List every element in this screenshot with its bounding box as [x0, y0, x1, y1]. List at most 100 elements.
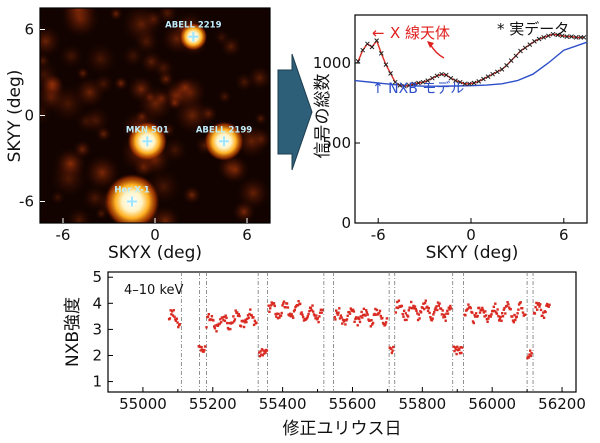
- lightcurve-point: [434, 306, 437, 310]
- lightcurve-point: [391, 349, 394, 352]
- lightcurve-point: [174, 318, 177, 321]
- lightcurve-point: [209, 318, 213, 321]
- sky-map-noise-blob: [182, 185, 202, 205]
- lightcurve-point: [490, 313, 493, 316]
- sky-map-noise-blob: [113, 76, 128, 91]
- real-data-point: [457, 79, 463, 85]
- lightcurve-point: [371, 323, 374, 326]
- lightcurve-point: [484, 310, 487, 313]
- sky-map-noise-blob: [84, 42, 118, 76]
- lightcurve-point: [481, 308, 485, 312]
- lightcurve-point: [494, 311, 498, 314]
- lightcurve-point: [245, 320, 248, 324]
- lightcurve-point: [236, 314, 240, 317]
- sky-map-noise-blob: [152, 57, 175, 79]
- lightcurve-point: [348, 312, 352, 315]
- lightcurve-point: [447, 306, 450, 309]
- lightcurve-point: [275, 312, 279, 315]
- lightcurve-point: [169, 309, 172, 312]
- real-data-point: [527, 42, 533, 47]
- lightcurve-point: [437, 304, 440, 307]
- lightcurve-point: [449, 307, 453, 310]
- lightcurve-point: [250, 314, 253, 317]
- lightcurve-point: [342, 320, 346, 323]
- lightcurve-point: [489, 315, 492, 318]
- lightcurve-point: [199, 349, 203, 352]
- lightcurve-point: [296, 304, 300, 307]
- lightcurve-point: [289, 315, 293, 318]
- lightcurve-point: [545, 304, 548, 307]
- lightcurve-point: [299, 302, 302, 305]
- lightcurve-point: [173, 315, 176, 318]
- lightcurve-point: [412, 304, 415, 308]
- real-data-point: [453, 78, 458, 83]
- lightcurve-xtick-label: 55000: [119, 395, 167, 413]
- lightcurve-point: [289, 312, 292, 315]
- lightcurve-point: [448, 308, 451, 311]
- lightcurve-point: [337, 311, 340, 314]
- sky-map-noise-blob: [59, 43, 84, 69]
- lightcurve-point: [258, 351, 261, 354]
- lightcurve-point: [307, 312, 310, 316]
- lightcurve-point: [248, 312, 251, 316]
- lightcurve-point: [293, 308, 296, 312]
- nxb-model-annotation: ↑ NXB モデル: [372, 80, 464, 97]
- lightcurve-point: [517, 303, 521, 306]
- real-data-point: [504, 63, 509, 68]
- real-data-point: [388, 71, 393, 76]
- lightcurve-point: [292, 316, 295, 319]
- lightcurve-point: [401, 312, 404, 316]
- lightcurve-point: [349, 307, 352, 310]
- lightcurve-point: [433, 308, 437, 311]
- lightcurve-point: [269, 304, 273, 307]
- sky-map-noise-blob: [234, 72, 254, 92]
- sky-map-noise-blob: [56, 149, 85, 178]
- lightcurve-xtick-label: 56000: [468, 395, 516, 413]
- lightcurve-point: [252, 316, 255, 319]
- lightcurve-point: [223, 319, 227, 323]
- lightcurve-xtick-label: 55600: [329, 395, 377, 413]
- lightcurve-point: [309, 307, 313, 310]
- lightcurve-ylabel: NXB強度: [63, 297, 83, 367]
- lightcurve-point: [212, 319, 215, 322]
- sky-map-noise-blob: [40, 100, 53, 126]
- lightcurve-point: [221, 316, 224, 319]
- sky-map-noise-blob: [50, 190, 65, 205]
- lightcurve-point: [483, 315, 486, 318]
- lightcurve-point: [247, 316, 250, 320]
- lightcurve-point: [263, 349, 266, 353]
- sky-source-label: MKN 501: [126, 125, 169, 135]
- lightcurve-point: [262, 352, 266, 355]
- lightcurve-point: [284, 306, 287, 309]
- real-data-annotation: * 実データ: [497, 20, 569, 38]
- lightcurve-point: [534, 306, 537, 309]
- sky-map-ytick-label: 0: [24, 107, 34, 125]
- profile-frame: [354, 14, 588, 224]
- lightcurve-point: [524, 313, 527, 316]
- lightcurve-point: [268, 310, 271, 313]
- lightcurve-point: [368, 319, 372, 322]
- lightcurve-point: [539, 303, 542, 306]
- lightcurve-point: [234, 309, 237, 312]
- xray-arrow-glyph: ←: [372, 24, 385, 42]
- lightcurve-point: [486, 320, 489, 323]
- lightcurve-point: [259, 350, 262, 353]
- lightcurve-point: [428, 311, 431, 315]
- lightcurve-point: [260, 353, 263, 356]
- lightcurve-point: [405, 318, 408, 322]
- lightcurve-point: [521, 311, 525, 314]
- lightcurve-point: [300, 311, 303, 314]
- nxb-lightcurve-panel: 55000 55200 55400 55600 55800 56000 5620012345…: [63, 268, 586, 439]
- lightcurve-point: [311, 304, 314, 307]
- lightcurve-point: [288, 314, 291, 317]
- real-data-point: [559, 33, 565, 39]
- lightcurve-point: [216, 324, 220, 327]
- sky-map-noise-blob: [40, 25, 62, 58]
- profile-ytick-label: 1000: [313, 54, 351, 72]
- lightcurve-point: [171, 310, 174, 313]
- lightcurve-point: [239, 325, 243, 328]
- real-data-point: [532, 39, 537, 44]
- lightcurve-point: [265, 349, 269, 352]
- lightcurve-point: [511, 315, 514, 318]
